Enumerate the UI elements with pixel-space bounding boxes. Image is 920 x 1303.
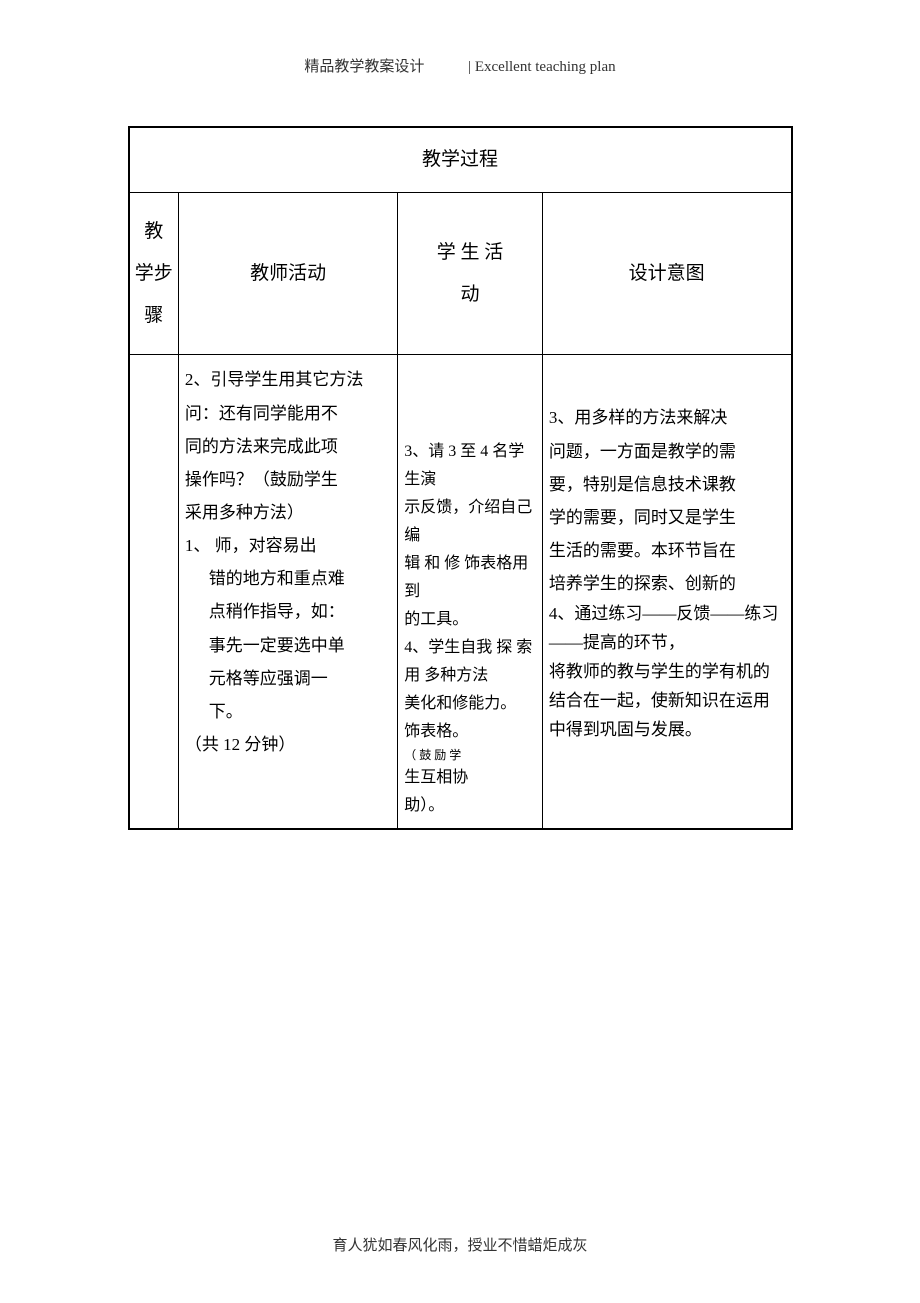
student-text-6: 美化和修能力。 [404, 690, 536, 718]
student-text-3: 辑 和 修 饰表格用到 [404, 550, 536, 606]
teacher-text-2: 问：还有同学能用不 [185, 397, 391, 430]
teacher-text-4: 操作吗？（鼓励学生 [185, 463, 391, 496]
header-english: | Excellent teaching plan [468, 59, 616, 75]
intent-text-2: 问题，一方面是教学的需 [549, 435, 785, 468]
intent-text-5: 生活的需要。本环节旨在 [549, 534, 785, 567]
teacher-text-5: 采用多种方法） [185, 496, 391, 529]
teacher-text-10: 元格等应强调一 [185, 662, 391, 695]
intent-text-4: 学的需要，同时又是学生 [549, 501, 785, 534]
intent-text-1: 3、用多样的方法来解决 [549, 401, 785, 434]
student-text-7: 饰表格。 [404, 718, 536, 746]
student-text-1: 3、请 3 至 4 名学生演 [404, 438, 536, 494]
teacher-text-6: 1、 师，对容易出 [185, 529, 391, 562]
intent-text-3: 要，特别是信息技术课教 [549, 468, 785, 501]
teacher-text-11: 下。 [185, 695, 391, 728]
table-header-row: 教 学步 骤 教师活动 学 生 活 动 设计意图 [129, 193, 792, 355]
teacher-text-8: 点稍作指导，如： [185, 595, 391, 628]
cell-teacher: 2、引导学生用其它方法 问：还有同学能用不 同的方法来完成此项 操作吗？（鼓励学… [178, 355, 397, 830]
col-header-teacher: 教师活动 [178, 193, 397, 355]
cell-student: 3、请 3 至 4 名学生演 示反馈，介绍自己编 辑 和 修 饰表格用到 的工具… [398, 355, 543, 830]
cell-step [129, 355, 179, 830]
student-text-10: 助）。 [404, 792, 536, 820]
student-text-9: 生互相协 [404, 764, 536, 792]
page-header: 精品教学教案设计 | Excellent teaching plan [0, 0, 920, 76]
lesson-plan-table: 教学过程 教 学步 骤 教师活动 学 生 活 动 设计意图 2、引导学生用其它方… [128, 126, 793, 830]
intent-text-8: 将教师的教与学生的学有机的结合在一起，使新知识在运用中得到巩固与发展。 [549, 658, 785, 745]
table-content-row: 2、引导学生用其它方法 问：还有同学能用不 同的方法来完成此项 操作吗？（鼓励学… [129, 355, 792, 830]
intent-text-6: 培养学生的探索、创新的 [549, 567, 785, 600]
col-header-student: 学 生 活 动 [398, 193, 543, 355]
student-text-5: 4、学生自我 探 索 用 多种方法 [404, 634, 536, 690]
student-text-4: 的工具。 [404, 606, 536, 634]
teacher-text-3: 同的方法来完成此项 [185, 430, 391, 463]
student-text-8: （ 鼓 励 学 [404, 746, 536, 764]
table-title: 教学过程 [129, 127, 792, 193]
table-title-row: 教学过程 [129, 127, 792, 193]
teacher-text-1: 2、引导学生用其它方法 [185, 363, 391, 396]
col-header-step: 教 学步 骤 [129, 193, 179, 355]
teacher-text-9: 事先一定要选中单 [185, 629, 391, 662]
student-text-2: 示反馈，介绍自己编 [404, 494, 536, 550]
intent-text-7: 4、通过练习——反馈——练习——提高的环节， [549, 600, 785, 658]
page-footer: 育人犹如春风化雨，授业不惜蜡炬成灰 [0, 1234, 920, 1255]
cell-intent: 3、用多样的方法来解决 问题，一方面是教学的需 要，特别是信息技术课教 学的需要… [542, 355, 791, 830]
header-chinese: 精品教学教案设计 [304, 59, 424, 75]
teacher-text-12: （共 12 分钟） [185, 728, 391, 761]
teacher-text-7: 错的地方和重点难 [185, 562, 391, 595]
col-header-intent: 设计意图 [542, 193, 791, 355]
